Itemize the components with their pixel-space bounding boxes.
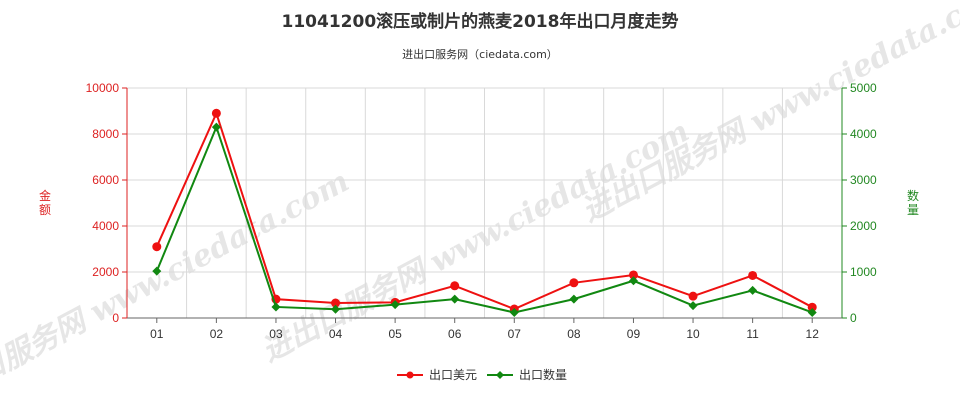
data-point-quantity — [688, 301, 698, 311]
x-tick-label: 05 — [388, 327, 402, 341]
left-tick-label: 6000 — [92, 173, 119, 187]
x-tick-label: 03 — [269, 327, 283, 341]
data-point-quantity — [331, 304, 341, 314]
series-layer — [152, 108, 817, 317]
x-tick-label: 09 — [627, 327, 641, 341]
series-line-2 — [155, 124, 813, 314]
x-tick-label: 01 — [150, 327, 164, 341]
left-tick-label: 2000 — [92, 265, 119, 279]
data-point-quantity — [271, 302, 281, 312]
right-tick-label: 5000 — [850, 81, 877, 95]
data-point-amount — [628, 270, 638, 280]
left-tick-label: 0 — [112, 311, 119, 325]
series-line-1 — [155, 110, 813, 311]
left-tick-label: 8000 — [92, 127, 119, 141]
data-point-quantity — [509, 307, 519, 317]
x-tick-label: 11 — [746, 327, 759, 341]
right-tick-label: 3000 — [850, 173, 877, 187]
data-point-amount — [748, 270, 758, 280]
data-point-amount — [807, 302, 817, 312]
data-point-quantity — [211, 122, 221, 132]
x-tick-label: 06 — [448, 327, 462, 341]
x-tick-label: 12 — [806, 327, 820, 341]
left-axis-title: 金额 — [39, 188, 51, 217]
data-point-quantity — [390, 300, 400, 310]
x-tick-label: 10 — [686, 327, 700, 341]
data-point-quantity — [152, 266, 162, 276]
right-tick-label: 1000 — [850, 265, 877, 279]
data-point-quantity — [748, 285, 758, 295]
right-axis-title: 数量 — [907, 188, 919, 217]
data-point-amount — [152, 242, 162, 252]
legend: 出口美元 出口数量 — [397, 367, 567, 382]
legend-marker-amount — [406, 371, 414, 379]
data-point-quantity — [450, 294, 460, 304]
legend-label-1[interactable]: 出口美元 — [429, 368, 477, 382]
left-tick-label: 4000 — [92, 219, 119, 233]
data-point-quantity — [628, 276, 638, 286]
data-point-amount — [211, 108, 221, 118]
data-point-quantity — [569, 294, 579, 304]
x-tick-label: 08 — [567, 327, 581, 341]
data-point-amount — [331, 298, 341, 308]
data-point-amount — [450, 281, 460, 291]
legend-marker-quantity — [496, 371, 504, 379]
x-tick-label: 07 — [508, 327, 522, 341]
right-tick-label: 4000 — [850, 127, 877, 141]
right-tick-label: 0 — [850, 311, 857, 325]
chart-subtitle: 进出口服务网（ciedata.com） — [402, 47, 558, 61]
data-point-amount — [569, 278, 579, 288]
legend-label-2[interactable]: 出口数量 — [519, 367, 567, 382]
left-tick-label: 10000 — [86, 81, 120, 95]
x-tick-label: 02 — [210, 327, 224, 341]
axes-layer: 0 2000 4000 6000 8000 10000 0 1000 2000 3000 4000 5… — [39, 81, 919, 341]
right-tick-label: 2000 — [850, 219, 877, 233]
watermark-text: 进出口服务网 www.ciedata.com — [576, 0, 960, 229]
x-tick-label: 04 — [329, 327, 343, 341]
data-point-quantity — [807, 307, 817, 317]
data-point-amount — [688, 291, 698, 301]
chart-title: 11041200滚压或制片的燕麦2018年出口月度走势 — [282, 11, 679, 32]
